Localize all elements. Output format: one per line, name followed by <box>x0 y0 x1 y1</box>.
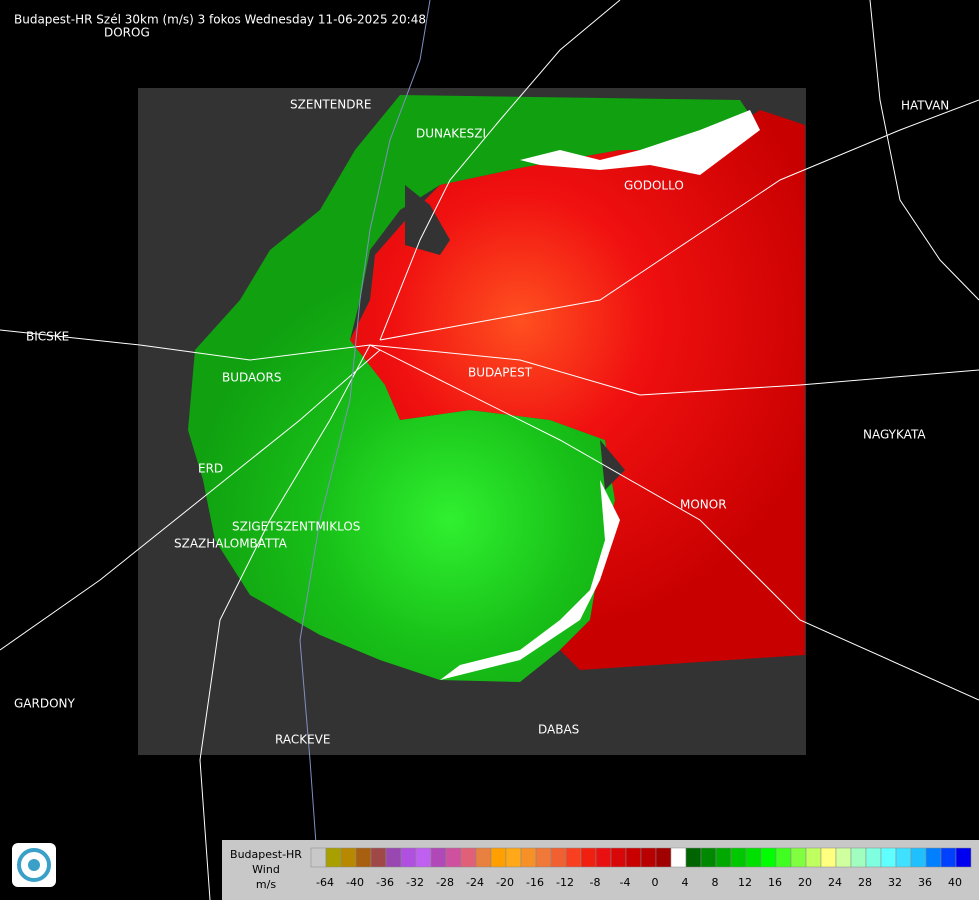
legend-swatch <box>385 847 402 868</box>
legend-swatch <box>925 847 942 868</box>
legend-tick: 40 <box>948 876 962 889</box>
legend-tick: 12 <box>738 876 752 889</box>
legend-swatch <box>730 847 747 868</box>
legend-swatch <box>535 847 552 868</box>
legend-swatch <box>565 847 582 868</box>
legend-tick: -16 <box>526 876 544 889</box>
legend-tick: 4 <box>682 876 689 889</box>
legend-swatch <box>400 847 417 868</box>
legend-swatch <box>940 847 957 868</box>
legend-swatch <box>685 847 702 868</box>
legend-swatch <box>460 847 477 868</box>
legend-swatch <box>835 847 852 868</box>
legend-swatch <box>340 847 357 868</box>
legend-swatch <box>520 847 537 868</box>
place-label: SZAZHALOMBATTA <box>174 537 288 551</box>
legend-tick: 0 <box>652 876 659 889</box>
legend-swatch <box>325 847 342 868</box>
legend-swatch <box>760 847 777 868</box>
legend-tick: 32 <box>888 876 902 889</box>
place-label: BUDAPEST <box>468 366 533 380</box>
legend-tick: 8 <box>712 876 719 889</box>
legend-swatch <box>715 847 732 868</box>
legend-tick: -8 <box>590 876 601 889</box>
red-echo <box>350 110 805 670</box>
legend-text: m/s <box>256 878 276 891</box>
legend-swatch <box>430 847 447 868</box>
legend-swatch <box>955 847 972 868</box>
legend-tick: -24 <box>466 876 484 889</box>
legend-swatch <box>490 847 507 868</box>
legend-swatch <box>415 847 432 868</box>
legend-swatch <box>355 847 372 868</box>
legend-swatch <box>580 847 597 868</box>
legend-swatch <box>745 847 762 868</box>
legend-swatch <box>475 847 492 868</box>
legend-swatch <box>895 847 912 868</box>
legend-swatch <box>850 847 867 868</box>
map-title: Budapest-HR Szél 30km (m/s) 3 fokos Wedn… <box>14 13 426 27</box>
place-label: NAGYKATA <box>863 428 926 442</box>
place-label: DUNAKESZI <box>416 127 486 141</box>
white-echo <box>440 110 760 680</box>
legend-swatch <box>640 847 657 868</box>
legend-swatch <box>865 847 882 868</box>
legend-tick: -32 <box>406 876 424 889</box>
legend-tick: 28 <box>858 876 872 889</box>
legend-swatch <box>505 847 522 868</box>
legend-swatch <box>445 847 462 868</box>
legend-swatch <box>610 847 627 868</box>
legend-swatch <box>370 847 387 868</box>
legend-swatch <box>595 847 612 868</box>
legend-swatch <box>880 847 897 868</box>
legend-swatch <box>310 847 327 868</box>
legend-tick: -40 <box>346 876 364 889</box>
legend-swatch <box>550 847 567 868</box>
place-label: RACKEVE <box>275 733 330 747</box>
legend-tick: -64 <box>316 876 334 889</box>
legend-swatch <box>655 847 672 868</box>
legend-swatch <box>625 847 642 868</box>
legend-tick: 20 <box>798 876 812 889</box>
place-label: SZENTENDRE <box>290 98 371 112</box>
legend-swatch <box>775 847 792 868</box>
place-label: BUDAORS <box>222 371 281 385</box>
legend-swatch <box>910 847 927 868</box>
legend-tick: -12 <box>556 876 574 889</box>
place-label: DOROG <box>104 26 150 40</box>
legend-tick: 24 <box>828 876 842 889</box>
legend-tick: -4 <box>620 876 631 889</box>
legend-swatch <box>700 847 717 868</box>
legend-swatch <box>805 847 822 868</box>
legend-text: Wind <box>252 863 280 876</box>
place-label: HATVAN <box>901 99 949 113</box>
logo <box>12 843 56 887</box>
no-data <box>405 185 625 490</box>
legend-swatch <box>670 847 687 868</box>
legend-swatch <box>790 847 807 868</box>
place-label: GODOLLO <box>624 179 684 193</box>
legend-tick: 36 <box>918 876 932 889</box>
place-label: BICSKE <box>26 330 69 344</box>
legend-tick: -28 <box>436 876 454 889</box>
legend-swatch <box>820 847 837 868</box>
place-label: SZIGETSZENTMIKLOS <box>232 520 360 534</box>
place-label: MONOR <box>680 498 727 512</box>
legend-tick: 16 <box>768 876 782 889</box>
place-label: GARDONY <box>14 697 76 711</box>
place-label: DABAS <box>538 723 579 737</box>
legend-text: Budapest-HR <box>230 848 302 861</box>
green-echo <box>188 95 760 682</box>
legend-tick: -36 <box>376 876 394 889</box>
place-label: ERD <box>198 462 223 476</box>
legend-tick: -20 <box>496 876 514 889</box>
